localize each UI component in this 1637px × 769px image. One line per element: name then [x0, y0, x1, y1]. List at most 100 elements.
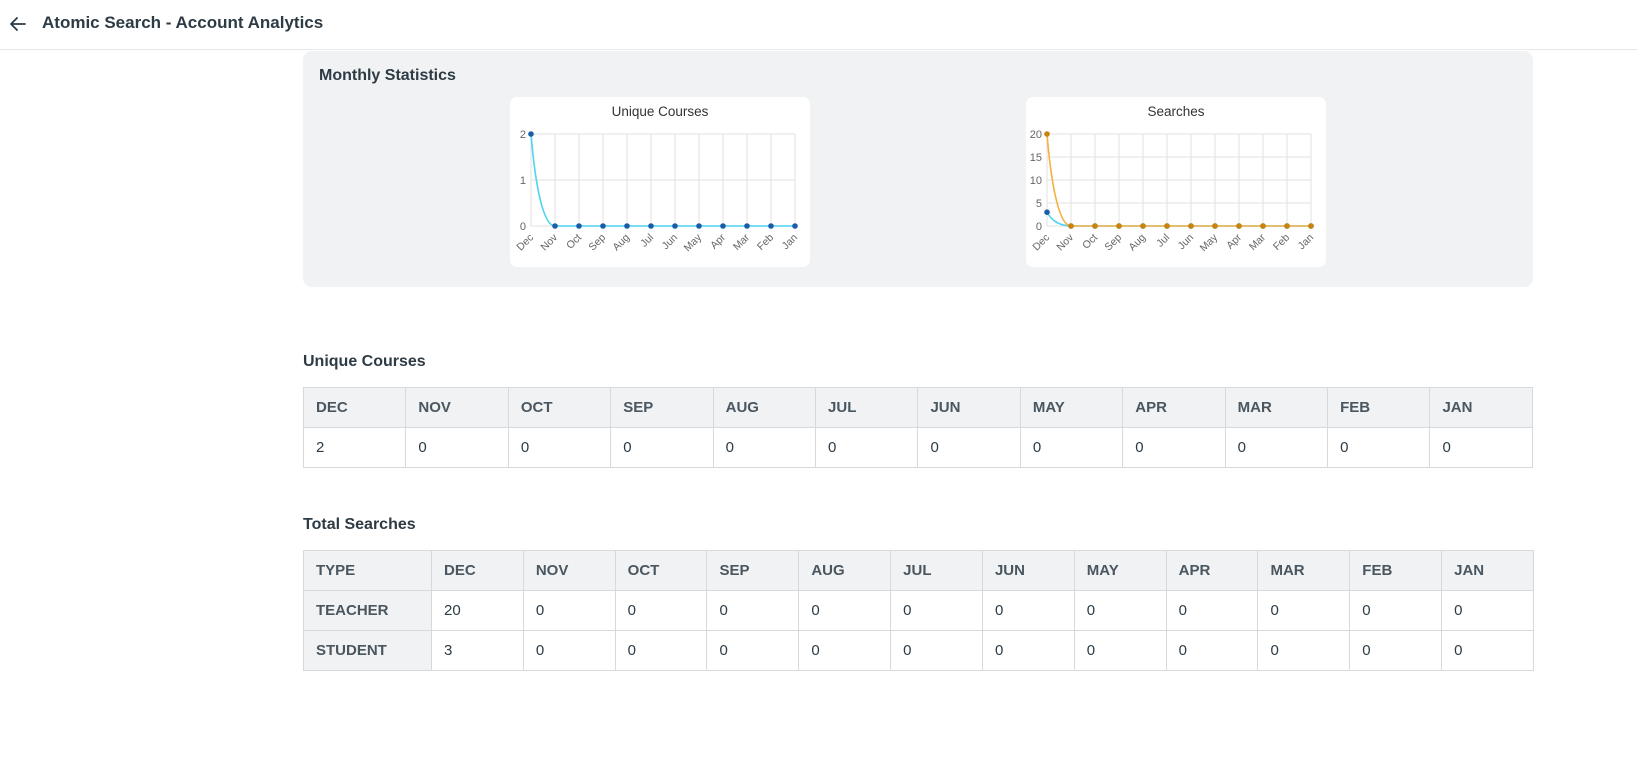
column-header-feb: FEB — [1327, 387, 1431, 428]
data-point — [672, 223, 678, 229]
back-button[interactable] — [4, 10, 32, 38]
data-point — [720, 223, 726, 229]
data-point — [1044, 131, 1050, 137]
chart-title: Searches — [1147, 104, 1204, 119]
y-tick-label: 1 — [520, 175, 526, 187]
table-cell: 0 — [1429, 427, 1533, 468]
table-cell: 0 — [1349, 630, 1443, 671]
y-tick-label: 0 — [520, 221, 526, 233]
column-header-apr: APR — [1165, 550, 1259, 591]
table-cell: 0 — [706, 590, 800, 631]
table-cell: 0 — [405, 427, 509, 468]
x-tick-label: Aug — [610, 232, 632, 254]
x-tick-label: Jan — [780, 232, 801, 253]
table-cell: 0 — [1224, 427, 1329, 468]
data-point — [792, 223, 798, 229]
column-header-oct: OCT — [614, 550, 708, 591]
table-cell: 0 — [981, 630, 1075, 671]
table-cell: 0 — [1073, 630, 1167, 671]
column-header-type: TYPE — [303, 550, 432, 591]
table-cell: 0 — [1019, 427, 1124, 468]
y-tick-label: 10 — [1030, 175, 1042, 187]
unique-courses-chart-card: Unique Courses 0 1 2 Dec Nov Oct Sep Aug Jul Jun Ma… — [510, 97, 810, 267]
x-tick-label: Oct — [1080, 232, 1100, 252]
total-searches-title: Total Searches — [303, 516, 416, 533]
y-tick-label: 5 — [1036, 198, 1042, 210]
table-cell: 0 — [1441, 630, 1534, 671]
x-tick-label: Jan — [1296, 232, 1317, 253]
column-header-sep: SEP — [706, 550, 800, 591]
top-bar: Atomic Search - Account Analytics — [0, 0, 1637, 50]
unique-courses-title: Unique Courses — [303, 353, 426, 370]
x-tick-label: Nov — [538, 231, 560, 253]
table-cell: 0 — [1441, 590, 1534, 631]
data-point — [648, 223, 654, 229]
x-tick-label: Sep — [586, 232, 608, 254]
table-cell: 20 — [431, 590, 524, 631]
table-cell: 0 — [1257, 630, 1351, 671]
row-header-teacher: TEACHER — [303, 590, 432, 631]
monthly-statistics-panel: Monthly Statistics Unique Courses 0 1 2 Dec N… — [303, 51, 1533, 287]
table-cell: 0 — [981, 590, 1075, 631]
table-cell: 0 — [1122, 427, 1226, 468]
data-point — [624, 223, 630, 229]
x-tick-label: Feb — [755, 232, 776, 253]
x-tick-label: Feb — [1271, 232, 1292, 253]
column-header-jan: JAN — [1429, 387, 1533, 428]
monthly-statistics-title: Monthly Statistics — [319, 67, 456, 84]
searches-chart: Searches 0 5 10 15 20 Dec Nov Oct Sep Aug Jul Jun May… — [1030, 104, 1317, 254]
x-tick-label: May — [682, 231, 705, 254]
column-header-mar: MAR — [1257, 550, 1351, 591]
data-point — [1212, 223, 1218, 229]
x-tick-label: Jul — [1154, 232, 1172, 250]
column-header-may: MAY — [1019, 387, 1124, 428]
x-tick-label: Mar — [1247, 231, 1269, 253]
table-cell: 0 — [706, 630, 800, 671]
data-point — [1068, 223, 1074, 229]
column-header-nov: NOV — [405, 387, 509, 428]
x-tick-label: Jun — [660, 232, 681, 253]
x-tick-label: Apr — [708, 231, 728, 251]
table-cell: 0 — [1327, 427, 1431, 468]
data-point — [1044, 209, 1050, 215]
y-tick-label: 15 — [1030, 152, 1042, 164]
column-header-may: MAY — [1073, 550, 1167, 591]
table-cell: 0 — [614, 590, 708, 631]
column-header-dec: DEC — [302, 387, 407, 428]
table-cell: 0 — [1349, 590, 1443, 631]
table-cell: 0 — [522, 590, 616, 631]
column-header-aug: AUG — [712, 387, 817, 428]
x-tick-label: Jul — [638, 232, 656, 250]
table-cell: 0 — [522, 630, 616, 671]
page-title: Atomic Search - Account Analytics — [42, 13, 324, 32]
column-header-feb: FEB — [1349, 550, 1443, 591]
table-cell: 0 — [1165, 590, 1259, 631]
table-cell: 3 — [431, 630, 524, 671]
total-searches-table: TYPE DEC NOV OCT SEP AUG JUL JUN MAY APR MAR FEB JAN… — [303, 550, 1534, 671]
data-point — [552, 223, 558, 229]
table-cell: 0 — [507, 427, 612, 468]
x-tick-label: Mar — [731, 231, 753, 253]
table-header-row: TYPE DEC NOV OCT SEP AUG JUL JUN MAY APR MAR FEB JAN — [303, 550, 1534, 591]
column-header-jul: JUL — [890, 550, 983, 591]
x-tick-label: Dec — [514, 232, 536, 254]
data-point — [768, 223, 774, 229]
data-point — [1236, 223, 1242, 229]
series-line — [1046, 211, 1311, 227]
column-header-mar: MAR — [1224, 387, 1329, 428]
data-point — [696, 223, 702, 229]
y-tick-label: 20 — [1030, 129, 1042, 141]
table-cell: 0 — [798, 630, 892, 671]
column-header-apr: APR — [1122, 387, 1226, 428]
row-header-student: STUDENT — [303, 630, 432, 671]
table-cell: 0 — [712, 427, 817, 468]
x-tick-label: Nov — [1054, 231, 1076, 253]
column-header-oct: OCT — [507, 387, 612, 428]
data-point — [600, 223, 606, 229]
data-point — [1140, 223, 1146, 229]
data-point — [744, 223, 750, 229]
table-cell: 0 — [917, 427, 1021, 468]
